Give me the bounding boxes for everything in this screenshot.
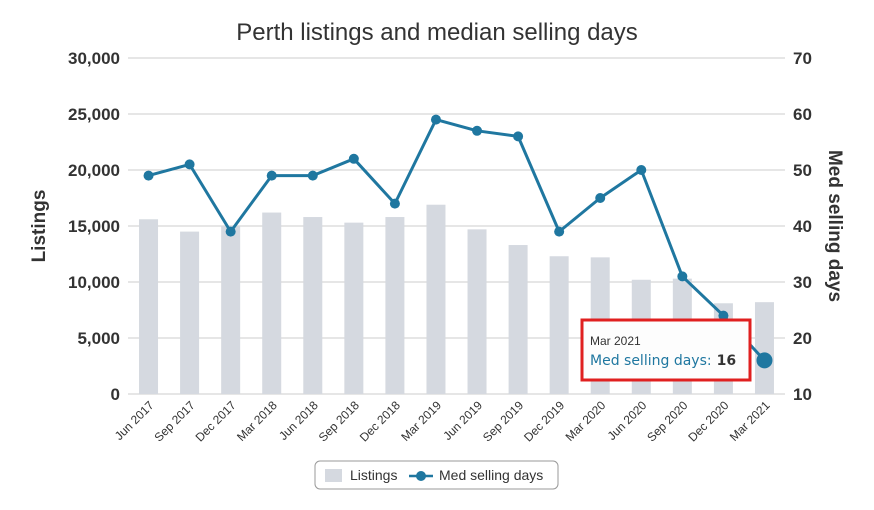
bar-listings[interactable] <box>303 217 323 394</box>
x-tick-label: Sep 2018 <box>316 398 362 444</box>
right-tick-label: 20 <box>793 329 812 348</box>
point-med-selling-days[interactable] <box>307 170 318 181</box>
tooltip-box <box>580 318 752 382</box>
left-axis-ticks: 0 5,000 10,000 15,000 20,000 25,000 30,000 <box>68 49 120 404</box>
bar-listings[interactable] <box>426 204 446 394</box>
legend: Listings Med selling days <box>314 460 559 490</box>
legend-label-med-selling-days: Med selling days <box>439 467 543 483</box>
bar-listings[interactable] <box>344 222 364 394</box>
x-tick-label: Mar 2019 <box>398 398 444 444</box>
x-tick-label: Jun 2020 <box>605 398 650 443</box>
listings-bars[interactable] <box>139 204 774 394</box>
left-tick-label: 25,000 <box>68 105 120 124</box>
bar-listings[interactable] <box>754 302 774 394</box>
bar-listings[interactable] <box>508 245 528 394</box>
left-tick-label: 10,000 <box>68 273 120 292</box>
x-tick-label: Dec 2017 <box>193 398 239 444</box>
point-med-selling-days[interactable] <box>430 114 441 125</box>
right-tick-label: 10 <box>793 385 812 404</box>
point-med-selling-days[interactable] <box>184 159 195 170</box>
bar-listings[interactable] <box>385 217 405 394</box>
bar-listings[interactable] <box>139 219 159 394</box>
left-tick-label: 30,000 <box>68 49 120 68</box>
tooltip: Mar 2021 Med selling days: 16 <box>580 318 752 382</box>
legend-box <box>314 460 559 490</box>
right-axis-ticks: 10 20 30 40 50 60 70 <box>793 49 812 404</box>
x-tick-label: Dec 2019 <box>521 398 567 444</box>
tooltip-value: 16 <box>717 353 736 369</box>
x-tick-label: Mar 2020 <box>563 398 609 444</box>
point-med-selling-days-highlighted[interactable] <box>756 352 773 369</box>
bar-listings[interactable] <box>180 231 200 394</box>
right-tick-label: 40 <box>793 217 812 236</box>
tooltip-header: Mar 2021 <box>590 334 641 348</box>
x-tick-label: Jun 2018 <box>276 398 321 443</box>
point-med-selling-days[interactable] <box>266 170 277 181</box>
x-tick-label: Dec 2018 <box>357 398 403 444</box>
x-tick-label: Jun 2017 <box>112 398 157 443</box>
point-med-selling-days[interactable] <box>143 170 154 181</box>
tooltip-body: Med selling days: 16 <box>590 353 736 369</box>
legend-item-listings[interactable]: Listings <box>325 467 397 483</box>
point-med-selling-days[interactable] <box>677 271 688 282</box>
left-tick-label: 15,000 <box>68 217 120 236</box>
x-tick-label: Dec 2020 <box>685 398 731 444</box>
right-axis-title: Med selling days <box>824 150 845 302</box>
legend-label-listings: Listings <box>350 467 397 483</box>
point-med-selling-days[interactable] <box>348 153 359 164</box>
right-tick-label: 30 <box>793 273 812 292</box>
left-tick-label: 5,000 <box>77 329 120 348</box>
point-med-selling-days[interactable] <box>513 131 524 142</box>
left-tick-label: 0 <box>111 385 120 404</box>
right-tick-label: 70 <box>793 49 812 68</box>
point-med-selling-days[interactable] <box>718 310 729 321</box>
right-tick-label: 50 <box>793 161 812 180</box>
legend-item-med-selling-days[interactable]: Med selling days <box>409 467 543 483</box>
legend-swatch-listings <box>325 469 342 482</box>
bar-listings[interactable] <box>467 229 487 394</box>
right-tick-label: 60 <box>793 105 812 124</box>
point-med-selling-days[interactable] <box>595 193 606 203</box>
line-med-selling-days <box>148 118 766 362</box>
bar-listings[interactable] <box>221 226 241 394</box>
x-tick-label: Mar 2021 <box>727 398 773 444</box>
point-med-selling-days[interactable] <box>225 226 236 237</box>
x-tick-label: Mar 2018 <box>234 398 280 444</box>
x-tick-label: Sep 2017 <box>151 398 197 444</box>
left-axis-title: Listings <box>29 190 50 263</box>
med-selling-days-line[interactable] <box>143 114 773 369</box>
bar-listings[interactable] <box>549 256 569 394</box>
x-tick-label: Sep 2020 <box>644 398 690 444</box>
legend-marker-med-selling-days <box>416 471 426 481</box>
left-tick-label: 20,000 <box>68 161 120 180</box>
chart-title: Perth listings and median selling days <box>236 19 638 46</box>
point-med-selling-days[interactable] <box>389 198 400 209</box>
x-tick-label: Sep 2019 <box>480 398 526 444</box>
point-med-selling-days[interactable] <box>472 125 483 136</box>
bar-listings[interactable] <box>262 212 282 394</box>
tooltip-label: Med selling days: <box>590 353 712 369</box>
x-tick-label: Jun 2019 <box>440 398 485 443</box>
point-med-selling-days[interactable] <box>636 165 647 175</box>
point-med-selling-days[interactable] <box>554 226 565 237</box>
